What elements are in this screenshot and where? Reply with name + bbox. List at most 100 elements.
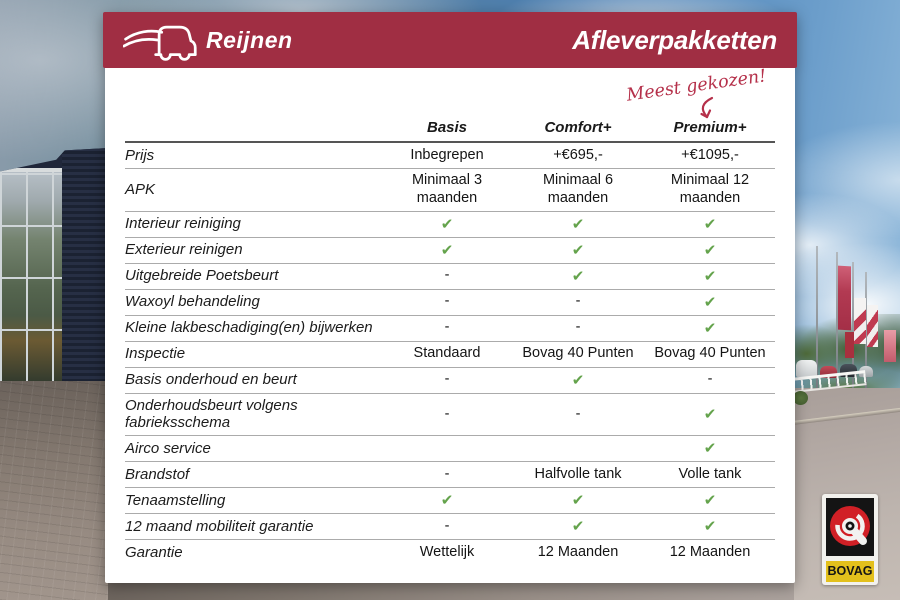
checkmark-icon: ✔ xyxy=(571,267,585,286)
brick-pavement xyxy=(0,381,108,600)
red-banner-flag xyxy=(838,265,851,331)
red-sign xyxy=(845,332,854,358)
checkmark-icon: ✔ xyxy=(703,293,717,312)
column-header-spacer xyxy=(125,134,383,140)
arrow-down-icon xyxy=(700,96,714,119)
row-label: Onderhoudsbeurt volgens fabrieksschema xyxy=(125,396,298,432)
table-row: Basis onderhoud en beurt - ✔ - xyxy=(125,368,775,394)
checkmark-icon: ✔ xyxy=(703,491,717,510)
reijnen-logo: Reijnen xyxy=(103,19,293,61)
bovag-label: BOVAG xyxy=(826,561,874,582)
white-red-flag xyxy=(867,305,878,347)
table-row: Kleine lakbeschadiging(en) bijwerken - - ✔ xyxy=(125,316,775,342)
building-corner-siding xyxy=(62,148,108,383)
table-row: Airco service ✔ xyxy=(125,436,775,463)
row-label: Basis onderhoud en beurt xyxy=(125,371,297,389)
table-row: Uitgebreide Poetsbeurt - ✔ ✔ xyxy=(125,264,775,290)
table-row: Tenaamstelling ✔ ✔ ✔ xyxy=(125,488,775,515)
cell-value: - xyxy=(575,293,581,310)
cell-value: - xyxy=(444,517,450,534)
bush xyxy=(793,391,808,405)
table-row: Waxoyl behandeling - - ✔ xyxy=(125,290,775,316)
checkmark-icon: ✔ xyxy=(703,319,717,338)
cell-value: - xyxy=(444,267,450,284)
table-row: Exterieur reinigen ✔ ✔ ✔ xyxy=(125,238,775,264)
bovag-wheel-icon xyxy=(826,498,874,556)
building-windows xyxy=(0,168,62,383)
building xyxy=(0,148,108,383)
row-label: Prijs xyxy=(125,146,155,164)
checkmark-icon: ✔ xyxy=(703,439,717,458)
cell-value: +€1095,- xyxy=(681,146,739,163)
row-label: Waxoyl behandeling xyxy=(125,293,260,311)
silver-car xyxy=(859,366,873,377)
table-row: Prijs Inbegrepen +€695,- +€1095,- xyxy=(125,143,775,170)
checkmark-icon: ✔ xyxy=(440,491,454,510)
cell-value: Bovag 40 Punten xyxy=(654,345,766,362)
checkmark-icon: ✔ xyxy=(703,215,717,234)
lamppost xyxy=(816,246,818,392)
checkmark-icon: ✔ xyxy=(703,517,717,536)
cell-value: Standaard xyxy=(413,345,481,362)
row-label: Inspectie xyxy=(125,345,186,363)
column-header: Basis xyxy=(426,119,468,136)
cell-value: Volle tank xyxy=(678,465,742,482)
row-label: Kleine lakbeschadiging(en) bijwerken xyxy=(125,319,373,337)
cell-value: - xyxy=(444,371,450,388)
checkmark-icon: ✔ xyxy=(571,491,585,510)
cell-value: Halfvolle tank xyxy=(534,465,622,482)
cell-value: - xyxy=(444,405,450,422)
cell-value: - xyxy=(444,293,450,310)
cell-value: - xyxy=(707,371,713,388)
row-label: Tenaamstelling xyxy=(125,491,226,509)
comparison-table: Basis Comfort+ Premium+ Prijs Inbegrepen +€69… xyxy=(125,116,775,566)
cell-value: - xyxy=(575,319,581,336)
checkmark-icon: ✔ xyxy=(440,241,454,260)
row-label: Garantie xyxy=(125,544,183,562)
table-row: Onderhoudsbeurt volgens fabrieksschema - -… xyxy=(125,394,775,437)
checkmark-icon: ✔ xyxy=(571,215,585,234)
car-swoosh-icon xyxy=(123,25,197,61)
row-label: Exterieur reinigen xyxy=(125,241,243,259)
page-title: Afleverpakketten xyxy=(572,24,777,55)
card-body: Meest gekozen! Basis Comfort+ Premium+ Prij… xyxy=(105,68,795,583)
row-label: Uitgebreide Poetsbeurt xyxy=(125,267,279,285)
cell-value: - xyxy=(444,319,450,336)
cell-value: 12 Maanden xyxy=(669,544,751,561)
white-red-flag xyxy=(854,298,866,344)
row-label: APK xyxy=(125,181,156,199)
cell-value: Minimaal 3 maanden xyxy=(411,172,483,206)
cell-value xyxy=(383,446,511,452)
table-row: Interieur reiniging ✔ ✔ ✔ xyxy=(125,212,775,238)
table-row: Inspectie Standaard Bovag 40 Punten Bovag 4… xyxy=(125,342,775,368)
checkmark-icon: ✔ xyxy=(440,215,454,234)
table-row: 12 maand mobiliteit garantie - ✔ ✔ xyxy=(125,514,775,541)
column-header: Comfort+ xyxy=(544,119,612,136)
row-label: Airco service xyxy=(125,439,211,457)
cell-value: 12 Maanden xyxy=(537,544,619,561)
cell-value: - xyxy=(444,465,450,482)
cell-value: Inbegrepen xyxy=(410,146,484,163)
column-header: Premium+ xyxy=(673,119,747,136)
bovag-logo: BOVAG xyxy=(822,494,878,585)
cell-value: Bovag 40 Punten xyxy=(522,345,634,362)
cell-value: Minimaal 6 maanden xyxy=(542,172,614,206)
flagpole xyxy=(865,272,867,394)
brand-name: Reijnen xyxy=(206,26,293,53)
checkmark-icon: ✔ xyxy=(571,517,585,536)
table-row: Garantie Wettelijk 12 Maanden 12 Maanden xyxy=(125,540,775,566)
checkmark-icon: ✔ xyxy=(703,241,717,260)
checkmark-icon: ✔ xyxy=(571,371,585,390)
cell-value: +€695,- xyxy=(553,146,603,163)
white-van xyxy=(796,360,817,377)
pink-banner xyxy=(884,330,896,362)
card-header: Reijnen Afleverpakketten xyxy=(103,12,797,68)
row-label: Interieur reiniging xyxy=(125,215,241,233)
row-label: Brandstof xyxy=(125,465,190,483)
table-header-row: Basis Comfort+ Premium+ xyxy=(125,116,775,144)
flagpole xyxy=(852,262,854,392)
checkmark-icon: ✔ xyxy=(703,405,717,424)
row-label: 12 maand mobiliteit garantie xyxy=(125,517,314,535)
annotation-zone: Meest gekozen! xyxy=(125,68,775,119)
afleverpakketten-card: Reijnen Afleverpakketten Meest gekozen! … xyxy=(103,12,797,583)
